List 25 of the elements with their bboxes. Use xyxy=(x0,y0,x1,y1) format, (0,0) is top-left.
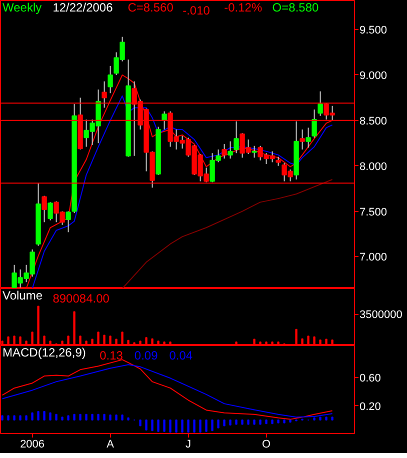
y-tick-label: 9.500 xyxy=(360,24,388,37)
y-tick-label: 8.500 xyxy=(360,115,388,128)
x-tick-label: J xyxy=(186,438,192,450)
x-tick-label: 2006 xyxy=(20,438,45,450)
x-tick-label: O xyxy=(262,438,272,450)
y-tick-label: 7.500 xyxy=(360,206,388,218)
y-tick-label: 7.000 xyxy=(360,252,388,264)
chart-title: Volume xyxy=(2,288,43,302)
chart-title: Weekly xyxy=(2,0,42,14)
text: 3500000 xyxy=(360,309,402,322)
annotation: -.010 xyxy=(182,4,210,18)
text: 890084.00 xyxy=(52,292,110,306)
annotation: 0.04 xyxy=(169,348,193,362)
annotation: 0.09 xyxy=(134,348,158,362)
annotation: O=8.580 xyxy=(272,0,319,14)
y-tick-label: 9.000 xyxy=(360,70,388,82)
y-tick-label: 0.60 xyxy=(360,372,381,384)
y-tick-label: 8.000 xyxy=(360,160,388,173)
annotation: -0.12% xyxy=(224,0,262,14)
chart-title: MACD(12,26,9) xyxy=(2,346,86,360)
annotation: C=8.560 xyxy=(128,0,174,14)
annotation: 0.13 xyxy=(100,348,124,362)
annotation: 12/22/2006 xyxy=(52,0,114,14)
x-tick-label: A xyxy=(106,438,115,450)
y-tick-label: 0.20 xyxy=(360,400,381,413)
